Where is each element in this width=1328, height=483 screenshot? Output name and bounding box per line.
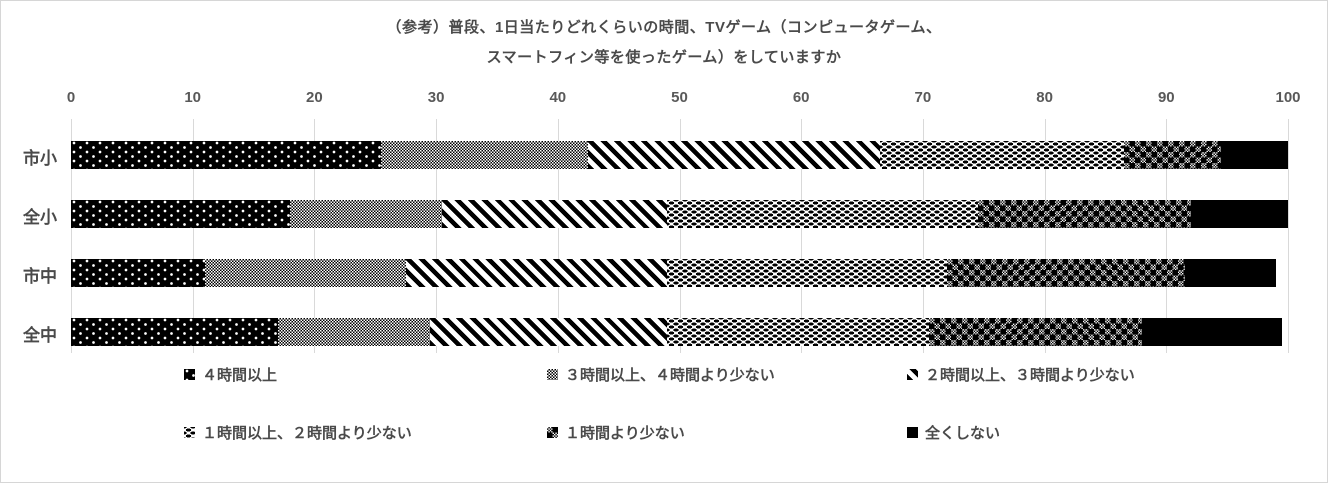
bar-segment [71,318,278,346]
bar-segment [667,318,929,346]
legend-item: 全くしない [907,422,1000,443]
bar-segment [588,141,881,169]
bar-row [71,200,1288,228]
bar-segment [947,259,1185,287]
x-tick-label: 10 [184,89,202,106]
x-tick-label: 50 [671,89,688,106]
bar-segment [71,200,291,228]
legend-swatch-icon [907,369,918,380]
chart-title-line1: （参考）普段、1日当たりどれくらいの時間、TVゲーム（コンピュータゲーム、 [386,19,942,36]
category-label: 全中 [23,326,57,345]
legend-item: １時間以上、２時間より少ない [184,422,412,443]
x-tick-label: 40 [549,89,567,106]
bar-row [71,141,1288,169]
bar-segment [1221,141,1288,169]
legend-swatch-icon [547,427,558,438]
bar-segment [430,318,668,346]
legend-swatch-icon [184,427,195,438]
x-tick-label: 80 [1036,89,1053,106]
legend-label: 全くしない [925,425,1001,442]
legend-swatch-icon [184,369,195,380]
bar-segment [204,259,406,287]
gridline [1166,119,1168,353]
bar-segment [277,318,430,346]
legend-label: ２時間以上、３時間より少ない [925,367,1135,384]
gridline [1288,119,1289,353]
legend-item: ２時間以上、３時間より少ない [907,364,1135,385]
bar-segment [381,141,589,169]
legend-swatch-icon [547,369,558,380]
category-label: 全小 [23,208,57,227]
legend-item: ３時間以上、４時間より少ない [547,364,775,385]
gridline [436,119,438,353]
legend-item: ４時間以上 [184,364,277,385]
bar-segment [880,141,1124,169]
x-tick-label: 60 [792,89,810,106]
gridline [557,119,559,353]
bar-segment [667,200,978,228]
bar-segment [71,259,205,287]
legend-label: １時間より少ない [565,425,685,442]
gridline [1044,119,1046,353]
bar-segment [442,200,668,228]
bar-row [71,259,1276,287]
bar-segment [1190,200,1288,228]
x-tick-label: 100 [1275,89,1301,106]
category-label: 市小 [23,149,57,168]
gridline [314,119,316,353]
bar-row [71,318,1282,346]
legend-label: １時間以上、２時間より少ない [202,425,412,442]
gridline [679,119,681,353]
legend-label: ３時間以上、４時間より少ない [565,367,775,384]
chart-title-line2: スマートフィン等を使ったゲーム）をしていますか [486,49,842,66]
legend-item: １時間より少ない [547,422,685,443]
gridline [801,119,803,353]
category-label: 市中 [23,267,57,286]
bar-segment [71,141,382,169]
x-tick-label: 0 [66,89,76,106]
bar-segment [1141,318,1282,346]
gridline [71,119,72,353]
bar-segment [928,318,1142,346]
gridline [922,119,924,353]
x-tick-label: 20 [306,89,323,106]
bar-segment [667,259,948,287]
chart-title: （参考）普段、1日当たりどれくらいの時間、TVゲーム（コンピュータゲーム、 スマ… [1,13,1327,73]
bar-segment [290,200,443,228]
bar-segment [1123,141,1222,169]
bar-segment [977,200,1191,228]
legend-label: ４時間以上 [202,367,278,384]
x-tick-label: 30 [427,89,445,106]
x-tick-label: 90 [1157,89,1175,106]
gridline [192,119,194,353]
bar-segment [405,259,668,287]
bar-segment [1184,259,1276,287]
x-tick-label: 70 [914,89,932,106]
legend-swatch-icon [907,427,918,438]
